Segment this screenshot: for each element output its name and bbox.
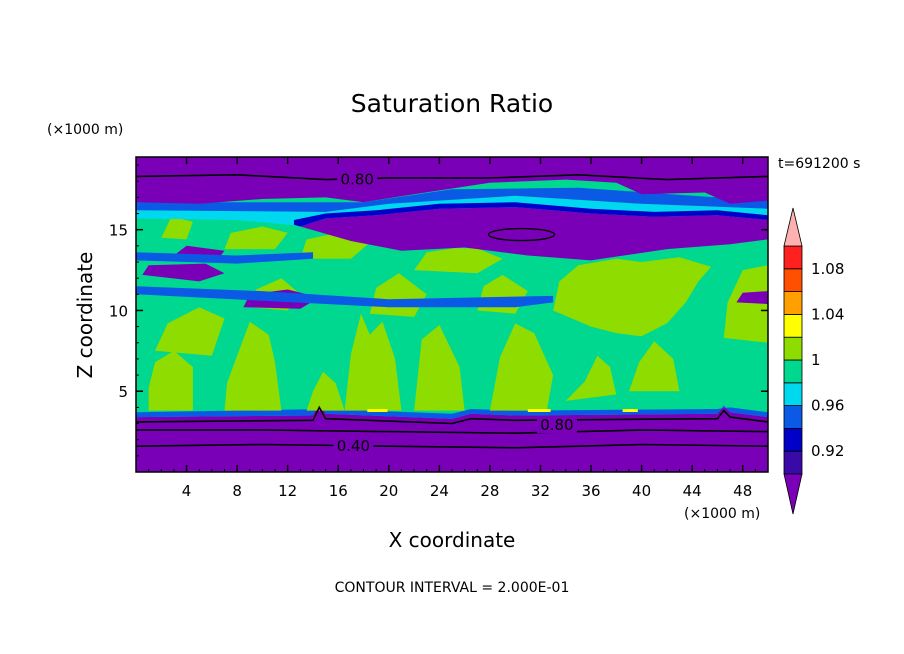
colorbar-band	[783, 382, 803, 406]
region-yellow-speck	[367, 409, 388, 412]
colorbar-tick-label: 0.96	[811, 397, 844, 415]
field-layer	[136, 157, 768, 472]
contour-label: 0.80	[540, 416, 573, 434]
contour-layer	[135, 173, 769, 449]
contour-line-lower-040	[135, 443, 769, 449]
y-tick-label: 15	[109, 222, 128, 240]
region-supersaturated	[629, 341, 680, 392]
region-blue-band	[136, 286, 554, 308]
colorbar-tick-label: 1.04	[811, 305, 844, 323]
region-lower-dry	[136, 400, 768, 472]
region-upper-blue	[136, 187, 768, 212]
colorbar-tick-label: 1	[811, 351, 821, 369]
region-supersaturated	[224, 321, 282, 411]
contour-ring-070	[487, 227, 556, 242]
x-tick-label: 20	[379, 482, 398, 500]
colorbar-band	[783, 336, 803, 361]
x-tick-label: 48	[733, 482, 752, 500]
x-tick-label: 40	[632, 482, 651, 500]
region-dry-patch	[736, 291, 768, 304]
y-tick-label: 5	[118, 383, 128, 401]
x-axis-ticks: 4 8 12 16 20 24 28 32 36 40 44 48	[148, 157, 756, 500]
region-yellow-speck	[622, 409, 638, 412]
chart-title: Saturation Ratio	[351, 89, 553, 118]
contour-label: 0.80	[340, 171, 373, 189]
region-dry-intrusion	[300, 207, 768, 261]
colorbar-band	[783, 268, 803, 292]
x-tick-label: 32	[531, 482, 550, 500]
y-tick-label: 10	[109, 302, 128, 320]
region-supersaturated	[161, 216, 193, 240]
colorbar-band	[783, 427, 803, 452]
region-supersaturated	[414, 245, 503, 274]
plot-area: 0.80 0.80 0.40	[135, 156, 769, 473]
region-supersaturated	[553, 257, 712, 337]
contour-label-bg	[333, 438, 374, 455]
region-supersaturated	[148, 350, 193, 411]
colorbar-band	[783, 450, 803, 475]
y-axis-ticks: 5 10 15	[109, 164, 768, 457]
region-supersaturated	[489, 323, 554, 411]
x-tick-label: 24	[430, 482, 449, 500]
time-label: t=691200 s	[778, 156, 860, 172]
colorbar-tick-label: 1.08	[811, 260, 844, 278]
x-tick-label: 16	[329, 482, 348, 500]
colorbar-bottom-arrow	[783, 473, 803, 515]
region-stratosphere-dry	[136, 157, 768, 204]
contour-label: 0.40	[337, 437, 370, 455]
colorbar-tick-label: 0.92	[811, 442, 844, 460]
region-supersaturated	[565, 355, 617, 401]
x-tick-label: 8	[232, 482, 242, 500]
x-axis-label: X coordinate	[389, 528, 516, 552]
region-yellow-speck	[527, 409, 551, 412]
x-tick-label: 36	[581, 482, 600, 500]
contour-line-lower-080	[135, 405, 769, 425]
colorbar-band	[783, 359, 803, 384]
colorbar-band	[783, 291, 803, 315]
x-tick-label: 4	[182, 482, 192, 500]
region-supersaturated	[344, 313, 402, 411]
region-blue-band	[136, 252, 313, 264]
y-unit-label: (×1000 m)	[47, 122, 123, 138]
colorbar-top-arrow	[783, 207, 803, 247]
region-supersaturated	[306, 371, 345, 411]
region-supersaturated	[414, 325, 465, 411]
region-supersaturated	[224, 226, 288, 250]
region-dry-patch	[142, 263, 225, 282]
y-axis-label: Z coordinate	[73, 252, 97, 379]
region-supersaturated	[723, 265, 768, 343]
x-tick-label: 28	[480, 482, 499, 500]
contour-interval-note: CONTOUR INTERVAL = 2.000E-01	[335, 580, 570, 596]
x-tick-label: 44	[683, 482, 702, 500]
x-tick-label: 12	[278, 482, 297, 500]
region-supersaturated	[155, 307, 225, 356]
colorbar-band	[783, 245, 803, 270]
contour-line-upper-080	[135, 173, 769, 181]
colorbar-band	[783, 405, 803, 429]
contour-line-060	[136, 429, 769, 435]
contour-label-layer: 0.80 0.80 0.40	[333, 171, 577, 455]
x-unit-label: (×1000 m)	[684, 506, 760, 522]
colorbar-band	[783, 313, 803, 338]
contour-label-bg	[337, 171, 378, 188]
region-moist-interface	[136, 400, 768, 419]
contour-label-bg	[536, 417, 577, 434]
region-dry-edge	[294, 202, 768, 227]
colorbar: 0.92 0.96 1 1.04 1.08	[783, 207, 844, 515]
